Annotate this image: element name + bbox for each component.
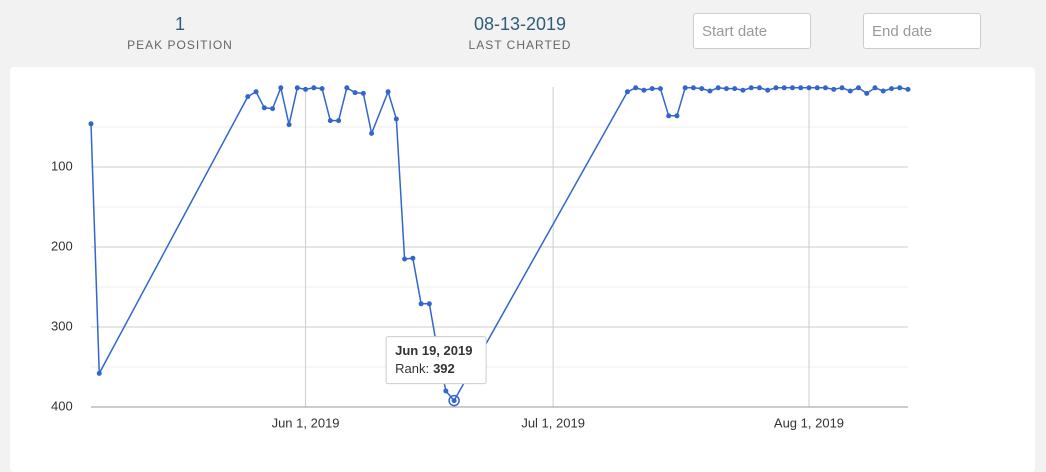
point [418,301,424,307]
point [831,86,837,92]
point [756,85,762,91]
y-tick-label: 200 [51,238,73,253]
point [253,89,259,95]
point [344,85,350,91]
line [90,85,909,402]
point [715,85,721,91]
point [96,370,102,376]
point [369,130,375,136]
y-tick-label: 300 [51,318,73,333]
point [410,255,416,261]
point [270,106,276,112]
hover-ring [448,394,460,407]
point [707,88,713,94]
point [847,88,853,94]
point [880,88,886,94]
point [336,118,342,124]
point [839,85,845,91]
point [748,85,754,91]
point [690,85,696,91]
point [294,85,300,91]
tooltip: Jun 19, 2019 Rank: 392 [385,336,487,385]
point [278,85,284,91]
point [311,85,317,91]
stat-label: PEAK POSITION [127,38,233,52]
x-tick-label: Aug 1, 2019 [774,415,844,430]
point [699,86,705,92]
point [682,85,688,91]
point [426,301,432,307]
point [674,113,680,119]
point [319,86,325,92]
tooltip-box [385,336,487,385]
chart-card [10,67,1035,472]
point [451,398,457,404]
point [303,86,309,92]
stat-value: 1 [174,14,185,34]
point [723,86,729,92]
point [765,87,771,93]
point [88,121,94,127]
y-tick-label: 400 [51,398,73,413]
point [245,94,251,100]
point [732,86,738,92]
point [385,89,391,95]
point [393,116,399,122]
stat: 1 PEAK POSITION [110,14,250,52]
point [261,105,267,111]
point [352,90,358,96]
tooltip-label: Rank: [395,361,429,376]
point [781,85,787,91]
x-tick-label: Jul 1, 2019 [521,415,585,430]
point [798,85,804,91]
point [888,86,894,92]
date-input[interactable]: Start date [693,13,811,49]
point [740,87,746,93]
stat-label: LAST CHARTED [468,38,572,52]
point [666,113,672,119]
x-tick-label: Jun 1, 2019 [272,415,340,430]
point [864,90,870,96]
point [806,85,812,91]
point [402,256,408,262]
point [360,90,366,96]
date-input[interactable]: End date [863,13,981,49]
point [855,85,861,91]
point [905,86,911,92]
point [286,122,292,128]
point [649,86,655,92]
tooltip-value: 392 [433,361,455,376]
point [443,388,449,394]
point [897,85,903,91]
point [872,85,878,91]
y-tick-label: 100 [51,158,73,173]
stat-value: 08-13-2019 [473,14,567,34]
point [814,85,820,91]
stat: 08-13-2019 LAST CHARTED [450,14,590,52]
point [633,85,639,91]
point [822,85,828,91]
point [641,87,647,93]
point [657,86,663,92]
point [327,118,333,124]
point [773,85,779,91]
point [624,89,630,95]
point [789,85,795,91]
tooltip-date: Jun 19, 2019 [395,343,472,358]
